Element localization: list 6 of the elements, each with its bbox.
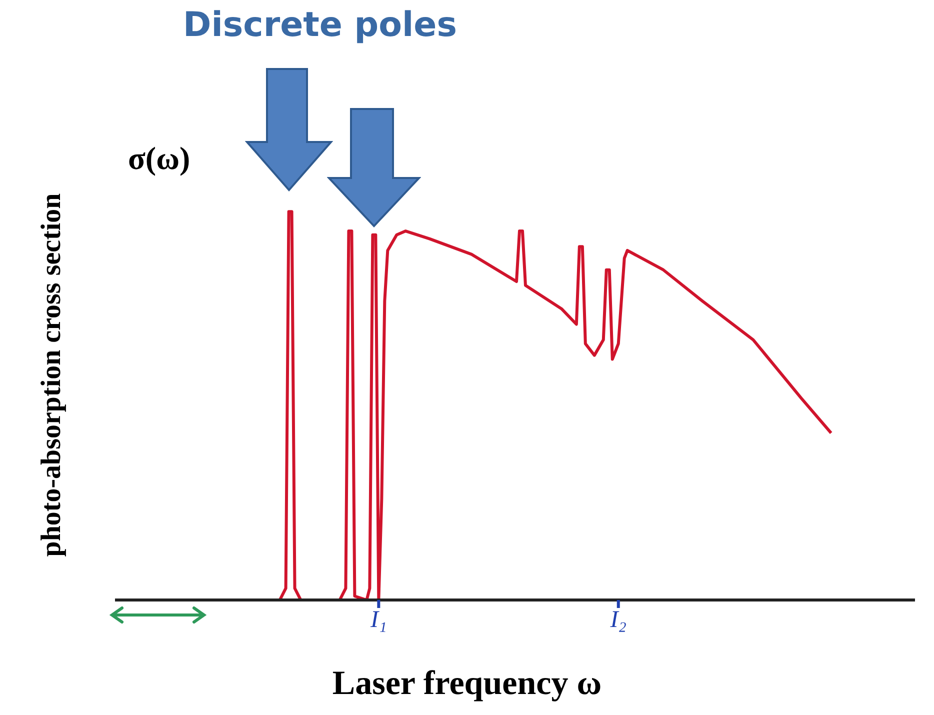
text: σ(ω) <box>128 140 190 177</box>
x-axis-title: Laser frequency ω <box>331 665 603 703</box>
x-tick-label: I₂ <box>609 607 627 634</box>
chart-title: Discrete poles <box>182 5 458 45</box>
x-tick-label: I₁ <box>370 607 387 634</box>
y-axis-title: photo-absorption cross section <box>36 193 68 557</box>
